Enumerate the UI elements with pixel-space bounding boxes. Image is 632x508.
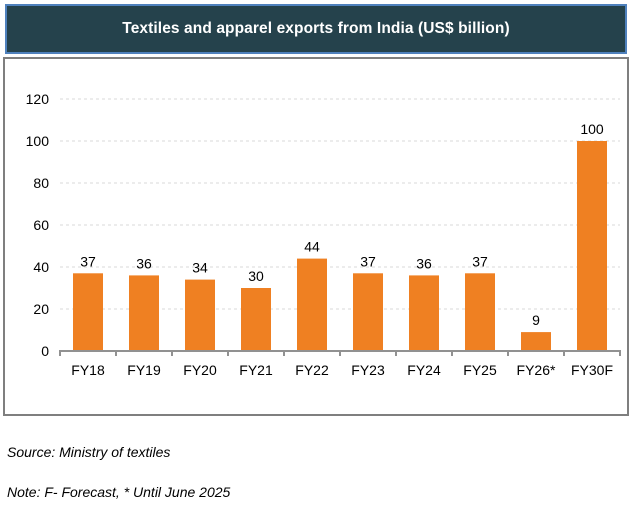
bar-FY25[interactable] (465, 273, 495, 351)
source-text: Source: Ministry of textiles (7, 444, 171, 460)
x-tick-label-FY23: FY23 (351, 362, 385, 378)
bar-FY30F[interactable] (577, 141, 607, 351)
x-tick-label-FY22: FY22 (295, 362, 329, 378)
bar-FY23[interactable] (353, 273, 383, 351)
bar-value-label-FY22: 44 (304, 239, 320, 255)
y-tick-label-0: 0 (41, 343, 49, 359)
x-tick-label-FY25: FY25 (463, 362, 497, 378)
bar-value-label-FY30F: 100 (580, 121, 604, 137)
chart-title-banner: Textiles and apparel exports from India … (5, 4, 627, 54)
bar-chart-svg: 0 20 40 60 80 100 120 37 FY18 36 FY19 34 FY20 30 FY21 4… (26, 91, 621, 378)
bar-value-label-FY19: 36 (136, 255, 152, 271)
bar-value-label-FY23: 37 (360, 253, 376, 269)
y-tick-label-100: 100 (26, 133, 50, 149)
x-tick-label-FY19: FY19 (127, 362, 161, 378)
y-tick-label-80: 80 (33, 175, 49, 191)
bar-value-label-FY20: 34 (192, 260, 208, 276)
x-tick-label-FY20: FY20 (183, 362, 217, 378)
y-tick-label-40: 40 (33, 259, 49, 275)
note-text: Note: F- Forecast, * Until June 2025 (7, 484, 231, 500)
bar-value-label-FY26*: 9 (532, 312, 540, 328)
bar-value-label-FY18: 37 (80, 253, 96, 269)
x-tick-label-FY30F: FY30F (571, 362, 613, 378)
bar-value-label-FY24: 36 (416, 255, 432, 271)
bar-value-label-FY21: 30 (248, 268, 264, 284)
chart-area: 0 20 40 60 80 100 120 37 FY18 36 FY19 34 FY20 30 FY21 4… (3, 57, 629, 416)
x-tick-label-FY24: FY24 (407, 362, 441, 378)
bar-FY24[interactable] (409, 275, 439, 351)
bar-FY22[interactable] (297, 258, 327, 351)
bar-FY20[interactable] (185, 279, 215, 351)
x-tick-label-FY18: FY18 (71, 362, 105, 378)
y-tick-label-120: 120 (26, 91, 50, 107)
x-tick-label-FY26*: FY26* (517, 362, 556, 378)
bar-FY21[interactable] (241, 288, 271, 351)
bar-FY26*[interactable] (521, 332, 551, 351)
bar-FY18[interactable] (73, 273, 103, 351)
y-tick-label-20: 20 (33, 301, 49, 317)
bar-FY19[interactable] (129, 275, 159, 351)
x-tick-label-FY21: FY21 (239, 362, 273, 378)
chart-title: Textiles and apparel exports from India … (122, 20, 510, 37)
y-tick-label-60: 60 (33, 217, 49, 233)
bar-value-label-FY25: 37 (472, 253, 488, 269)
